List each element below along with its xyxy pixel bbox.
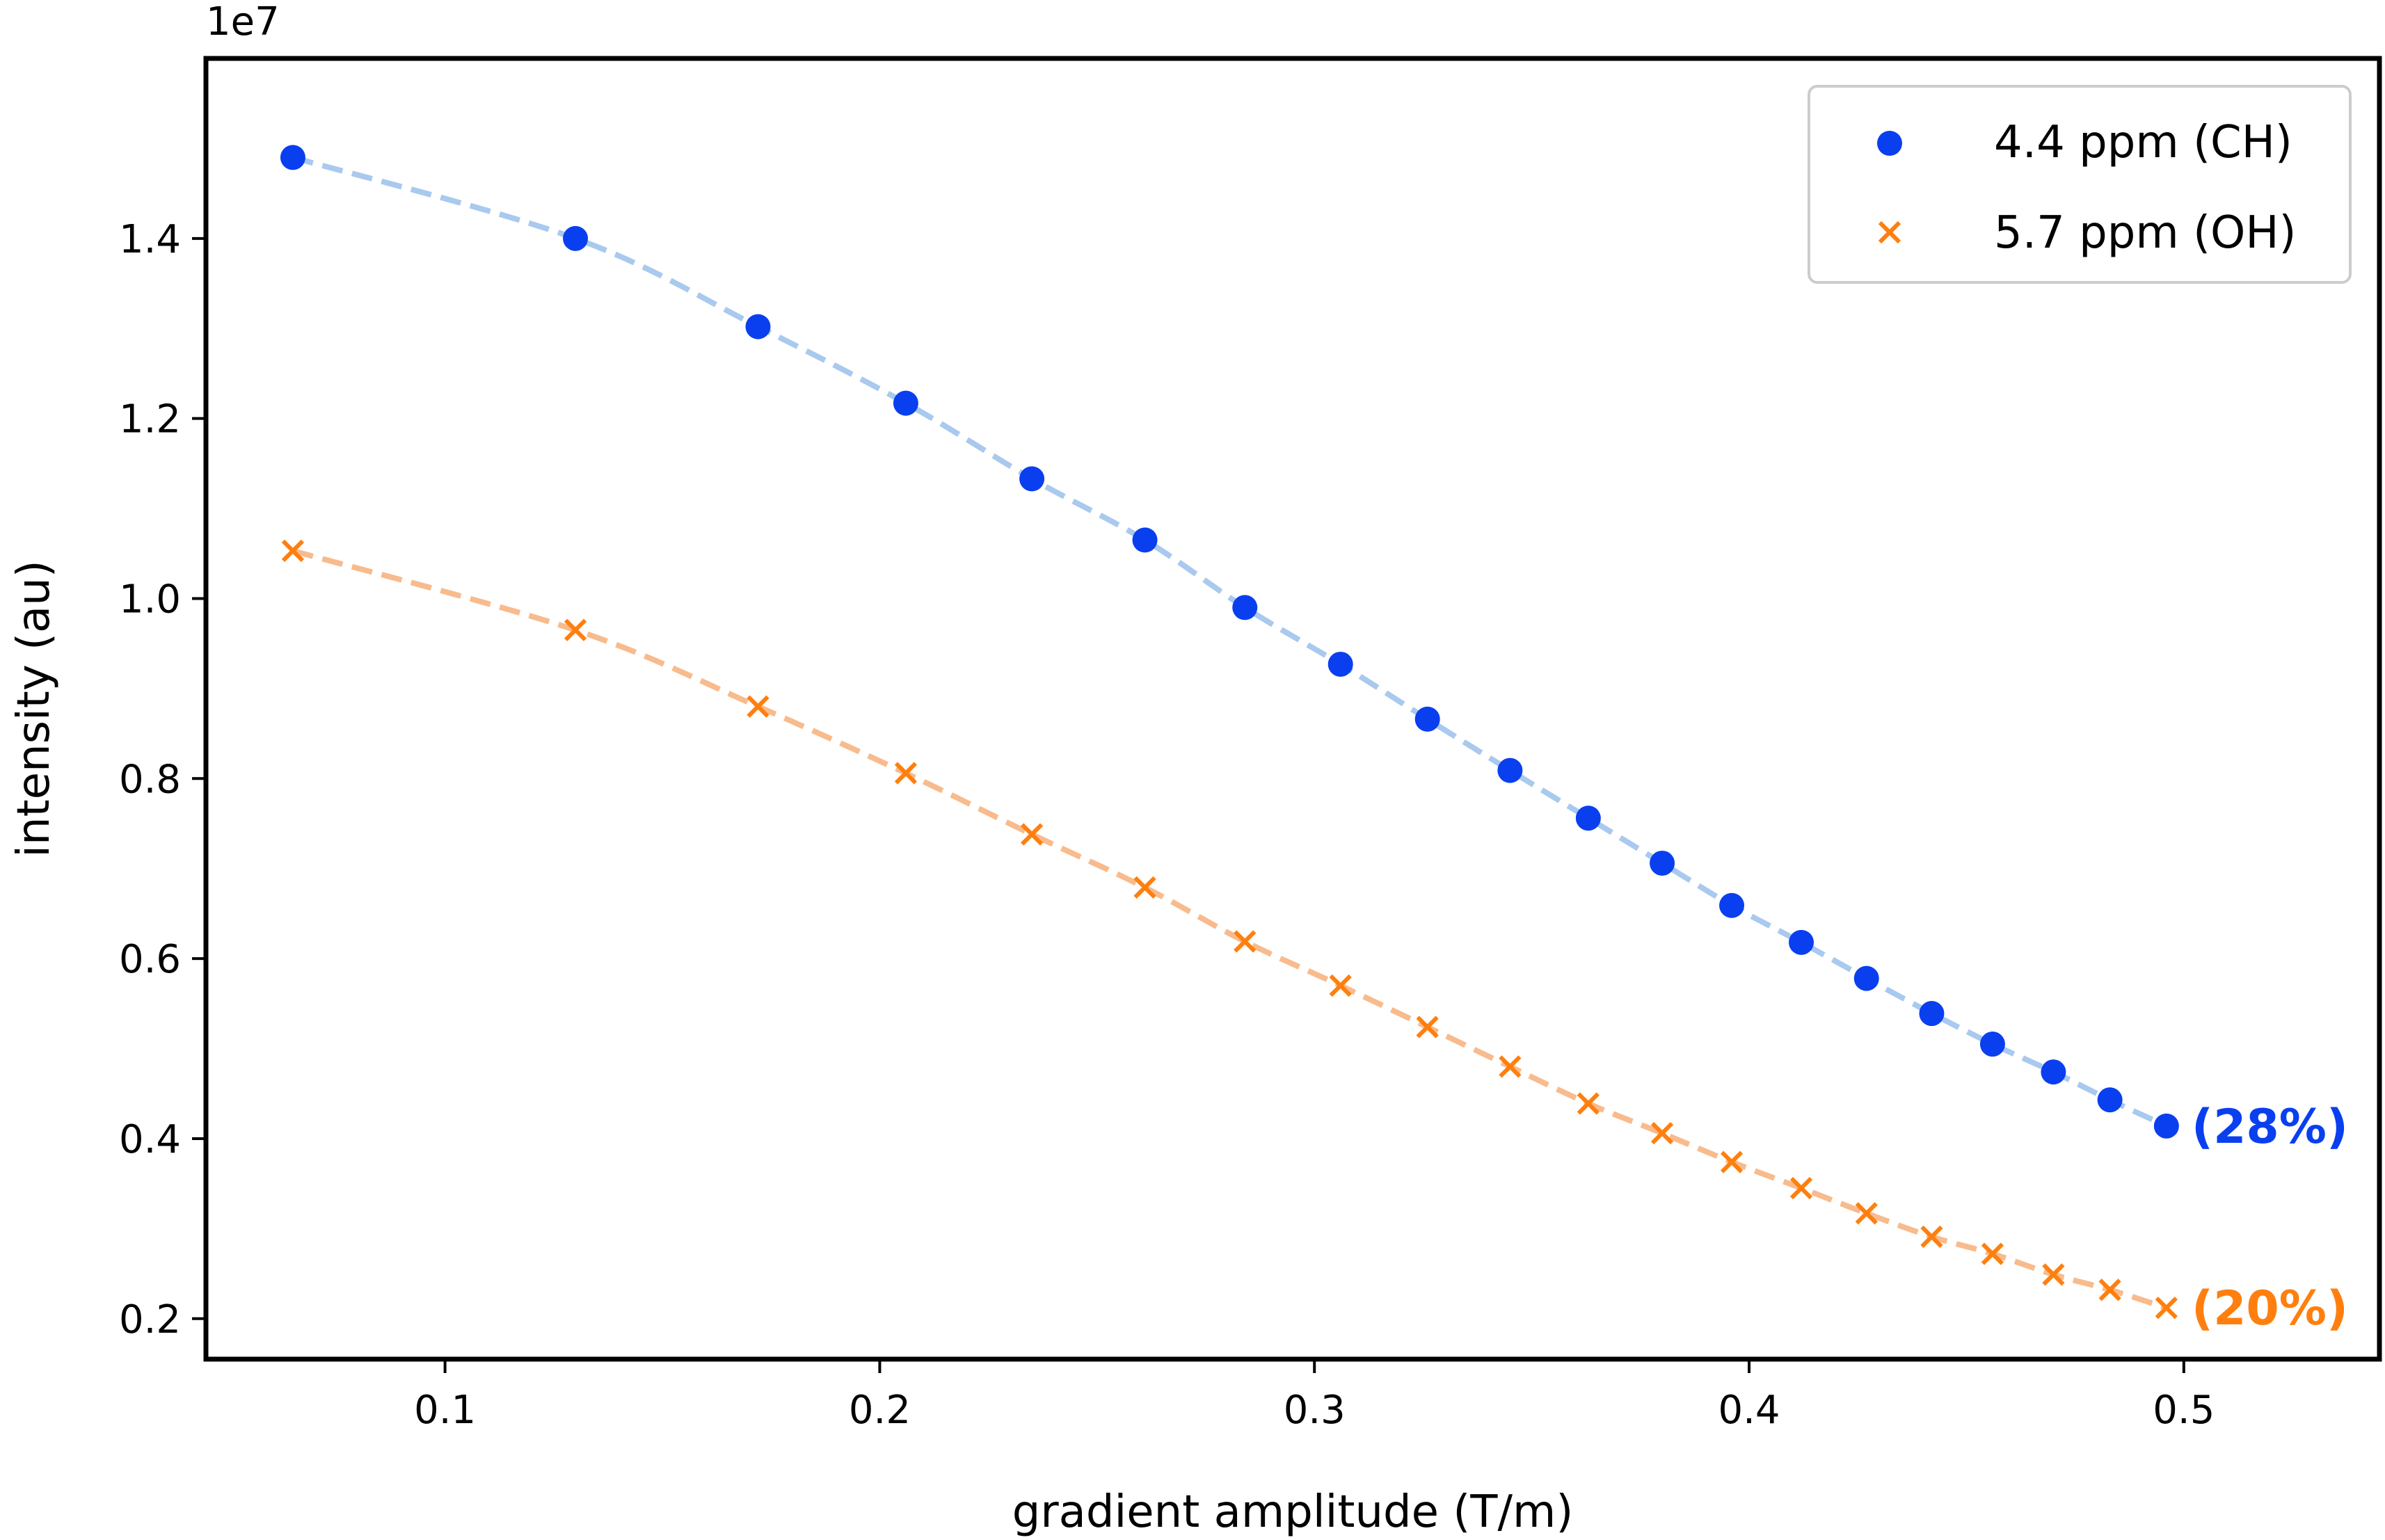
legend-box bbox=[1808, 85, 2352, 284]
data-point-oh bbox=[1855, 1202, 1878, 1225]
y-tick-label: 0.8 bbox=[119, 757, 181, 802]
end-labels: (28%) (20%) bbox=[2192, 1100, 2348, 1336]
fit-line-series-1 bbox=[292, 548, 2168, 1311]
legend-marker-ch bbox=[1877, 131, 1902, 156]
data-point-ch bbox=[1232, 595, 1258, 620]
data-point-ch bbox=[2153, 1113, 2179, 1139]
data-point-ch bbox=[2041, 1059, 2066, 1085]
data-point-ch bbox=[745, 314, 771, 339]
data-point-oh bbox=[2042, 1263, 2065, 1286]
data-point-ch bbox=[1575, 805, 1601, 831]
y-offset-label: 1e7 bbox=[206, 0, 280, 45]
data-point-oh bbox=[564, 618, 587, 641]
x-axis-ticks: 0.1 0.2 0.3 0.4 0.5 bbox=[414, 1359, 2215, 1433]
data-point-ch bbox=[1979, 1032, 2005, 1057]
y-tick-label: 0.2 bbox=[119, 1297, 181, 1342]
data-point-ch bbox=[1789, 929, 1814, 955]
legend-marker-oh bbox=[1878, 220, 1901, 244]
data-point-oh bbox=[1133, 876, 1156, 899]
end-label-series-0: (28%) bbox=[2192, 1100, 2348, 1155]
data-markers bbox=[280, 145, 2179, 1320]
plot-frame bbox=[203, 56, 2382, 1362]
end-label-series-1: (20%) bbox=[2192, 1281, 2348, 1336]
data-point-ch bbox=[280, 145, 305, 170]
x-tick-label: 0.1 bbox=[414, 1388, 476, 1433]
data-point-oh bbox=[747, 695, 769, 718]
data-point-oh bbox=[1416, 1016, 1439, 1038]
data-point-ch bbox=[1650, 850, 1675, 876]
data-point-ch bbox=[1019, 466, 1045, 492]
data-point-ch bbox=[1919, 1001, 1945, 1027]
y-tick-label: 0.4 bbox=[119, 1117, 181, 1162]
data-point-oh bbox=[1577, 1092, 1600, 1115]
data-point-oh bbox=[2155, 1297, 2178, 1320]
y-axis-label: intensity (au) bbox=[8, 560, 60, 858]
data-point-oh bbox=[2098, 1278, 2121, 1301]
data-point-oh bbox=[1720, 1150, 1744, 1173]
data-point-ch bbox=[1414, 706, 1440, 732]
legend-label-oh: 5.7 ppm (OH) bbox=[1994, 207, 2297, 259]
data-point-ch bbox=[893, 390, 918, 416]
x-tick-label: 0.2 bbox=[849, 1388, 911, 1433]
data-point-oh bbox=[1981, 1242, 2004, 1265]
fit-line-series-0 bbox=[292, 154, 2168, 1129]
data-point-oh bbox=[1650, 1122, 1674, 1145]
y-tick-label: 1.0 bbox=[119, 577, 181, 622]
x-tick-label: 0.4 bbox=[1718, 1388, 1780, 1433]
y-axis-ticks: 0.2 0.4 0.6 0.8 1.0 1.2 1.4 bbox=[119, 217, 206, 1342]
data-point-ch bbox=[563, 225, 589, 251]
y-tick-label: 1.2 bbox=[119, 397, 181, 442]
x-tick-label: 0.3 bbox=[1284, 1388, 1346, 1433]
y-tick-label: 0.6 bbox=[119, 937, 181, 982]
data-point-oh bbox=[1499, 1055, 1522, 1078]
data-point-ch bbox=[2097, 1087, 2123, 1113]
fit-curves bbox=[292, 154, 2168, 1311]
y-tick-label: 1.4 bbox=[119, 217, 181, 262]
data-point-ch bbox=[1132, 527, 1158, 553]
data-point-oh bbox=[1789, 1176, 1813, 1200]
data-point-oh bbox=[1329, 974, 1352, 997]
data-point-oh bbox=[1234, 930, 1257, 953]
x-tick-label: 0.5 bbox=[2153, 1388, 2215, 1433]
legend: 4.4 ppm (CH) 5.7 ppm (OH) bbox=[1808, 85, 2352, 284]
data-point-ch bbox=[1327, 651, 1353, 677]
data-point-oh bbox=[894, 762, 918, 785]
data-point-oh bbox=[281, 539, 305, 563]
data-point-oh bbox=[1920, 1225, 1943, 1249]
data-point-ch bbox=[1853, 965, 1879, 991]
x-axis-label: gradient amplitude (T/m) bbox=[1012, 1486, 1574, 1538]
data-point-oh bbox=[1020, 823, 1044, 846]
legend-label-ch: 4.4 ppm (CH) bbox=[1994, 117, 2292, 168]
data-point-ch bbox=[1719, 892, 1745, 918]
data-point-ch bbox=[1497, 757, 1523, 783]
